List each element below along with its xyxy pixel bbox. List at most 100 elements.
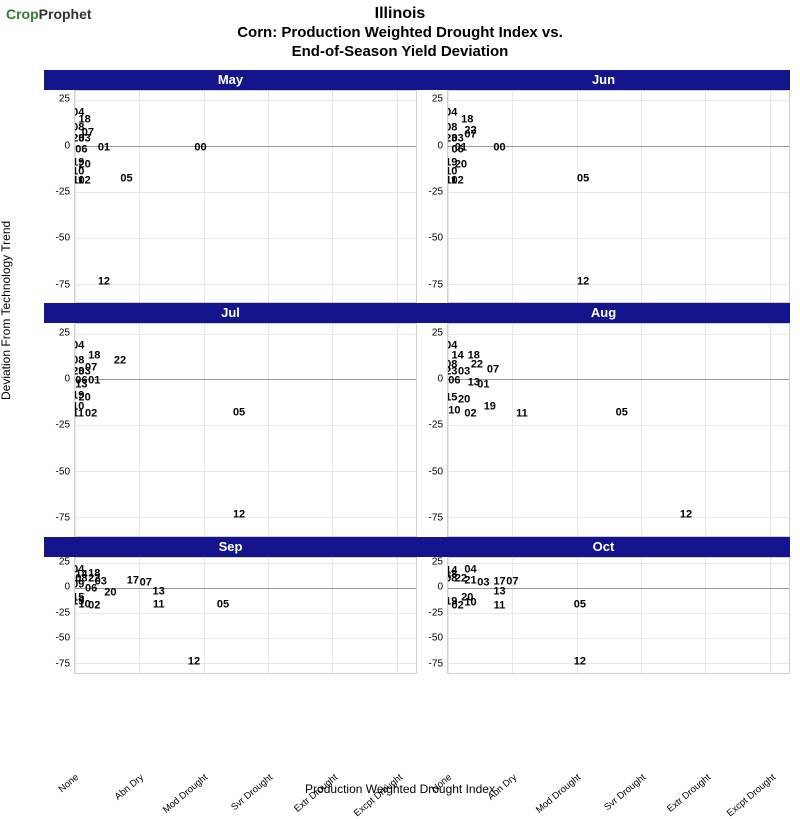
y-tick: 0 xyxy=(437,373,443,384)
chart-title: Illinois Corn: Production Weighted Droug… xyxy=(0,4,800,62)
y-tick: -25 xyxy=(56,187,70,198)
gridline-v xyxy=(204,324,205,535)
data-point: 11 xyxy=(516,409,528,420)
data-point: 05 xyxy=(217,599,229,610)
gridline-h xyxy=(75,284,416,285)
y-tick: 25 xyxy=(432,327,443,338)
plot-area: 0418082207230306010019201011020512 xyxy=(447,90,790,303)
plot-area: 0418082207230306130119201011020512 xyxy=(74,323,417,536)
gridline-h xyxy=(75,238,416,239)
gridline-h xyxy=(75,334,416,335)
y-tick: -75 xyxy=(56,279,70,290)
gridline-h xyxy=(75,471,416,472)
gridline-v xyxy=(770,558,771,673)
y-tick: 0 xyxy=(437,582,443,593)
y-tick: -75 xyxy=(56,658,70,669)
facet-strip: Aug xyxy=(417,303,790,323)
y-tick: -25 xyxy=(56,420,70,431)
data-point: 03 xyxy=(477,577,489,588)
y-tick: 0 xyxy=(64,582,70,593)
gridline-h xyxy=(75,663,416,664)
gridline-h xyxy=(448,663,789,664)
data-point: 05 xyxy=(120,174,132,185)
y-ticks: 250-25-50-75 xyxy=(417,323,447,536)
y-tick: -25 xyxy=(56,607,70,618)
x-tick: Extr Drought xyxy=(665,772,713,815)
gridline-h xyxy=(448,192,789,193)
x-tick: Svr Drought xyxy=(229,772,275,813)
data-point: 22 xyxy=(114,356,126,367)
gridline-v xyxy=(332,324,333,535)
data-point: 04 xyxy=(447,108,457,119)
y-tick: -50 xyxy=(56,633,70,644)
data-point: 15 xyxy=(447,392,457,403)
gridline-h xyxy=(75,638,416,639)
facet-jul: Jul250-25-50-750418082207230306130119201… xyxy=(44,303,417,536)
data-point: 05 xyxy=(574,599,586,610)
gridline-v xyxy=(268,324,269,535)
data-point: 19 xyxy=(484,402,496,413)
x-tick: Mod Drought xyxy=(534,772,583,816)
gridline-v xyxy=(204,91,205,302)
gridline-h xyxy=(448,517,789,518)
plot-area: 04141808222303070613011520101902110512 xyxy=(447,323,790,536)
gridline-h xyxy=(448,334,789,335)
gridline-h xyxy=(448,471,789,472)
gridline-h xyxy=(448,238,789,239)
x-ticks: NoneAbn DryMod DroughtSvr DroughtExtr Dr… xyxy=(74,770,417,812)
y-tick: 25 xyxy=(59,94,70,105)
y-tick: 25 xyxy=(59,556,70,567)
plot-area: 1404180822210317071320191002110512 xyxy=(447,557,790,674)
y-axis-label: Deviation From Technology Trend xyxy=(0,221,13,400)
y-tick: -50 xyxy=(56,466,70,477)
zero-line xyxy=(75,146,416,147)
facet-aug: Aug250-25-50-750414180822230307061301152… xyxy=(417,303,790,536)
plot-wrap: 250-25-50-750418082207230306130119201011… xyxy=(44,323,417,536)
facet-grid: May250-25-50-750418080723030601001920101… xyxy=(44,70,790,770)
gridline-v xyxy=(577,324,578,535)
data-point: 12 xyxy=(233,510,245,521)
x-tick: Svr Drought xyxy=(602,772,648,813)
x-tick: Abn Dry xyxy=(112,772,145,802)
data-point: 05 xyxy=(616,407,628,418)
y-tick: -75 xyxy=(429,279,443,290)
y-tick: -50 xyxy=(56,233,70,244)
data-point: 02 xyxy=(79,176,91,187)
gridline-v xyxy=(139,91,140,302)
gridline-h xyxy=(448,284,789,285)
data-point: 18 xyxy=(88,350,100,361)
gridline-v xyxy=(512,91,513,302)
gridline-v xyxy=(705,558,706,673)
x-ticks: NoneAbn DryMod DroughtSvr DroughtExtr Dr… xyxy=(447,770,790,812)
data-point: 01 xyxy=(455,142,467,153)
y-tick: -25 xyxy=(429,420,443,431)
gridline-v xyxy=(770,91,771,302)
data-point: 21 xyxy=(464,575,476,586)
data-point: 00 xyxy=(194,142,206,153)
title-line2: Corn: Production Weighted Drought Index … xyxy=(0,24,800,43)
data-point: 13 xyxy=(153,586,165,597)
data-point: 01 xyxy=(477,379,489,390)
data-point: 05 xyxy=(233,407,245,418)
gridline-h xyxy=(448,563,789,564)
gridline-v xyxy=(397,91,398,302)
y-tick: 0 xyxy=(64,140,70,151)
gridline-v xyxy=(705,324,706,535)
data-point: 22 xyxy=(471,359,483,370)
y-ticks: 250-25-50-75 xyxy=(417,557,447,674)
gridline-h xyxy=(448,638,789,639)
facet-strip: May xyxy=(44,70,417,90)
facet-jun: Jun250-25-50-750418082207230306010019201… xyxy=(417,70,790,303)
zero-line xyxy=(75,588,416,589)
data-point: 06 xyxy=(75,144,87,155)
plot-area: 04181408220317070906201315191002110512 xyxy=(74,557,417,674)
gridline-h xyxy=(448,100,789,101)
y-tick: 25 xyxy=(432,94,443,105)
gridline-v xyxy=(577,91,578,302)
data-point: 04 xyxy=(74,341,84,352)
gridline-v xyxy=(641,558,642,673)
y-tick: -75 xyxy=(56,513,70,524)
gridline-v xyxy=(705,91,706,302)
gridline-h xyxy=(75,563,416,564)
x-tick: Mod Drought xyxy=(161,772,210,816)
